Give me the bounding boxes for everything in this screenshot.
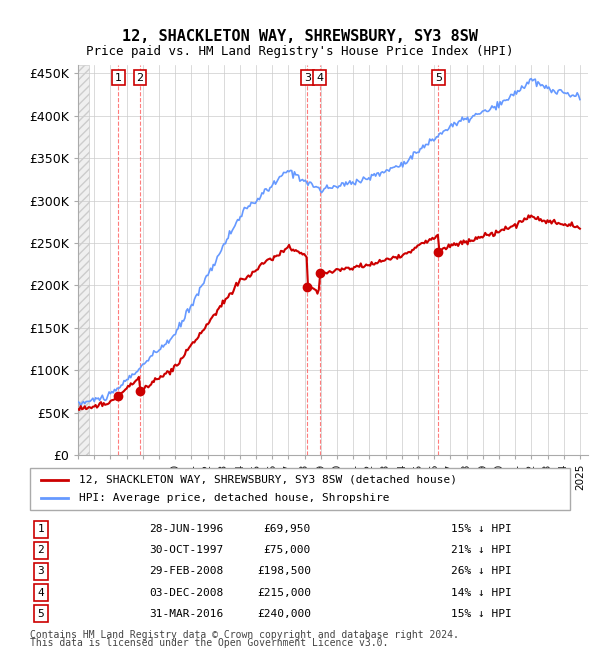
Text: £198,500: £198,500 [257,566,311,577]
Text: £240,000: £240,000 [257,608,311,619]
Text: 30-OCT-1997: 30-OCT-1997 [149,545,223,555]
Text: 1: 1 [37,525,44,534]
Text: 12, SHACKLETON WAY, SHREWSBURY, SY3 8SW (detached house): 12, SHACKLETON WAY, SHREWSBURY, SY3 8SW … [79,475,457,485]
Text: £215,000: £215,000 [257,588,311,597]
Text: 4: 4 [316,73,323,83]
Text: 03-DEC-2008: 03-DEC-2008 [149,588,223,597]
Text: 2: 2 [136,73,143,83]
Text: £75,000: £75,000 [263,545,311,555]
Text: 12, SHACKLETON WAY, SHREWSBURY, SY3 8SW: 12, SHACKLETON WAY, SHREWSBURY, SY3 8SW [122,29,478,44]
Text: 5: 5 [435,73,442,83]
Text: £69,950: £69,950 [263,525,311,534]
Text: 2: 2 [37,545,44,555]
Text: 28-JUN-1996: 28-JUN-1996 [149,525,223,534]
Text: 4: 4 [37,588,44,597]
Text: 15% ↓ HPI: 15% ↓ HPI [451,608,512,619]
Text: Price paid vs. HM Land Registry's House Price Index (HPI): Price paid vs. HM Land Registry's House … [86,46,514,58]
Text: 31-MAR-2016: 31-MAR-2016 [149,608,223,619]
Text: 29-FEB-2008: 29-FEB-2008 [149,566,223,577]
Text: 3: 3 [304,73,311,83]
Text: 21% ↓ HPI: 21% ↓ HPI [451,545,512,555]
Text: This data is licensed under the Open Government Licence v3.0.: This data is licensed under the Open Gov… [30,638,388,648]
Text: 5: 5 [37,608,44,619]
Text: 14% ↓ HPI: 14% ↓ HPI [451,588,512,597]
Text: 3: 3 [37,566,44,577]
Text: 15% ↓ HPI: 15% ↓ HPI [451,525,512,534]
FancyBboxPatch shape [30,468,570,510]
Text: 26% ↓ HPI: 26% ↓ HPI [451,566,512,577]
Text: HPI: Average price, detached house, Shropshire: HPI: Average price, detached house, Shro… [79,493,389,503]
Text: Contains HM Land Registry data © Crown copyright and database right 2024.: Contains HM Land Registry data © Crown c… [30,630,459,640]
Text: 1: 1 [115,73,122,83]
